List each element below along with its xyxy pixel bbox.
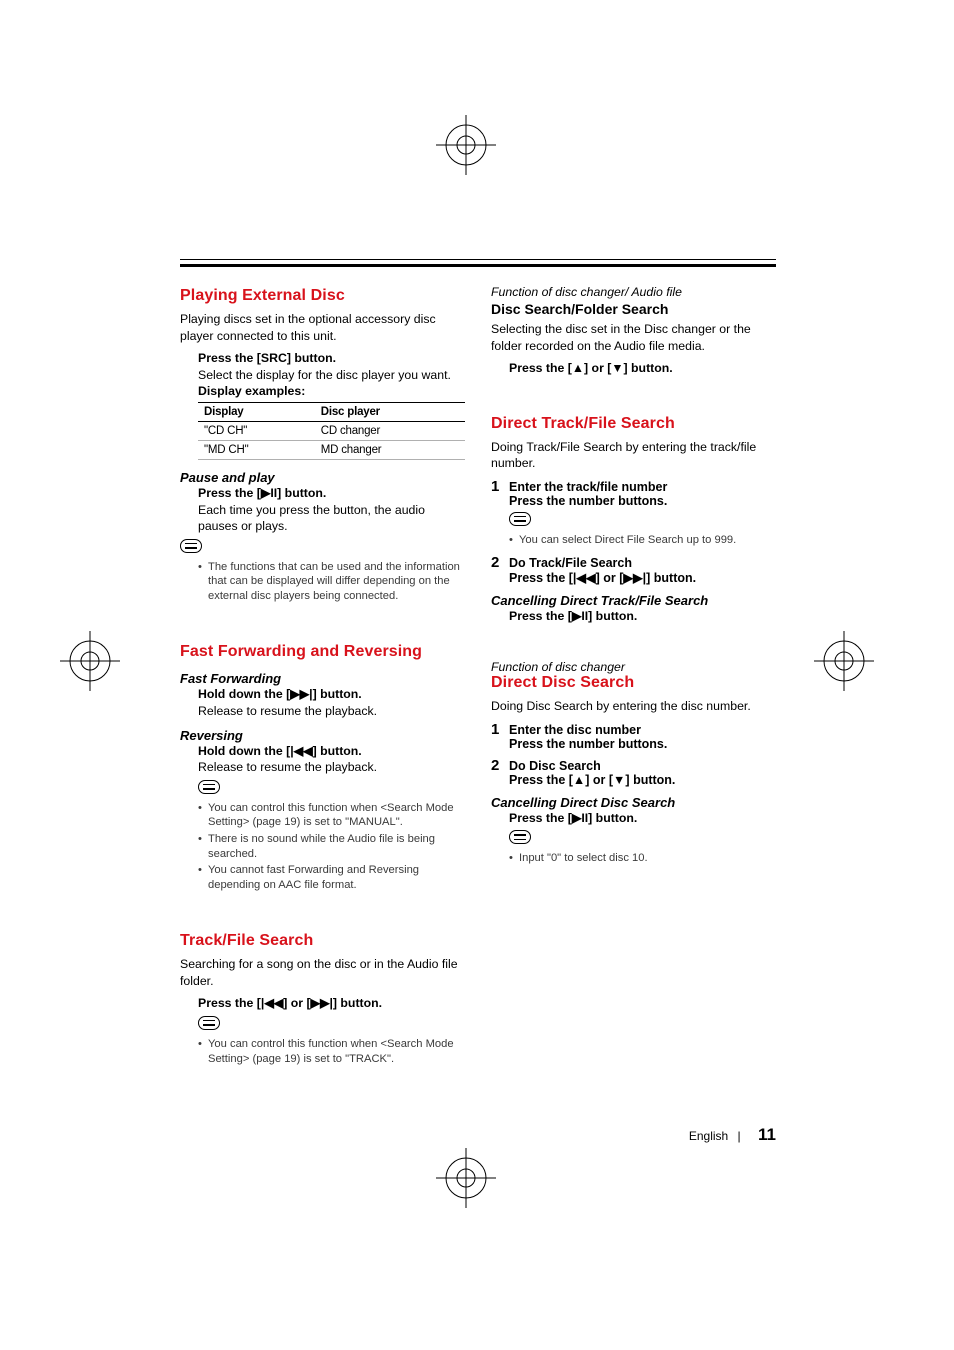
note-item: Input "0" to select disc 10. xyxy=(509,851,776,866)
pause-body: Each time you press the button, the audi… xyxy=(198,502,465,535)
table-row: "CD CH" CD changer xyxy=(198,421,465,440)
intro-text: Doing Track/File Search by entering the … xyxy=(491,439,776,472)
intro-text: Searching for a song on the disc or in t… xyxy=(180,956,465,989)
ff-body: Release to resume the playback. xyxy=(198,703,465,720)
content-columns: Playing External Disc Playing discs set … xyxy=(180,285,776,1068)
note-item: You can select Direct File Search up to … xyxy=(509,533,776,548)
table-header-disc-player: Disc player xyxy=(315,402,465,421)
table-cell: "MD CH" xyxy=(198,440,315,459)
note-list: The functions that can be used and the i… xyxy=(198,560,465,604)
intro-text: Selecting the disc set in the Disc chang… xyxy=(491,321,776,354)
display-examples-table: Display Disc player "CD CH" CD changer "… xyxy=(198,402,465,460)
instruction-press-up-down: Press the [▲] or [▼] button. xyxy=(509,360,776,377)
instruction-hold-rev: Hold down the [|◀◀] button. xyxy=(198,743,465,760)
step-number: 1 xyxy=(491,478,499,495)
subsection-title-disc-folder-search: Disc Search/Folder Search xyxy=(491,301,776,317)
table-cell: MD changer xyxy=(315,440,465,459)
instruction-press-play-pause: Press the [▶II] button. xyxy=(509,810,776,827)
instruction-press-play-pause: Press the [▶II] button. xyxy=(509,608,776,625)
footer-page-number: 11 xyxy=(758,1125,776,1144)
note-list: Input "0" to select disc 10. xyxy=(509,851,776,866)
note-item: There is no sound while the Audio file i… xyxy=(198,832,465,861)
step-item: 1 Enter the track/file number Press the … xyxy=(491,480,776,548)
step-body: Press the [|◀◀] or [▶▶|] button. xyxy=(509,570,776,585)
registration-mark-left xyxy=(60,631,120,691)
step-title: Enter the disc number xyxy=(509,723,776,737)
intro-text: Doing Disc Search by entering the disc n… xyxy=(491,698,776,715)
header-rule-thick xyxy=(180,264,776,267)
note-item: You can control this function when <Sear… xyxy=(198,801,465,830)
manual-page: Playing External Disc Playing discs set … xyxy=(0,0,954,1350)
subhead-pause-and-play: Pause and play xyxy=(180,470,465,485)
instruction-hold-ff: Hold down the [▶▶|] button. xyxy=(198,686,465,703)
subhead-fast-forwarding: Fast Forwarding xyxy=(180,671,465,686)
cancel-heading: Cancelling Direct Track/File Search xyxy=(491,593,776,608)
note-icon xyxy=(509,830,531,844)
section-title-fast-forwarding: Fast Forwarding and Reversing xyxy=(180,643,465,661)
step-number: 2 xyxy=(491,554,499,571)
table-cell: CD changer xyxy=(315,421,465,440)
footer-separator: | xyxy=(738,1129,741,1143)
note-list: You can control this function when <Sear… xyxy=(198,1037,465,1066)
table-cell: "CD CH" xyxy=(198,421,315,440)
note-icon xyxy=(509,512,531,526)
note-icon xyxy=(198,1016,220,1030)
step-body: Press the number buttons. xyxy=(509,494,776,508)
registration-mark-right xyxy=(814,631,874,691)
function-note: Function of disc changer xyxy=(491,660,776,674)
instruction-select-display: Select the display for the disc player y… xyxy=(198,367,465,384)
step-title: Do Track/File Search xyxy=(509,556,776,570)
right-column: Function of disc changer/ Audio file Dis… xyxy=(491,285,776,1068)
note-item: The functions that can be used and the i… xyxy=(198,560,465,604)
step-item: 2 Do Track/File Search Press the [|◀◀] o… xyxy=(491,556,776,585)
table-row: "MD CH" MD changer xyxy=(198,440,465,459)
registration-mark-top xyxy=(436,115,496,175)
footer-language: English xyxy=(689,1129,728,1143)
instruction-press-prev-next: Press the [|◀◀] or [▶▶|] button. xyxy=(198,995,465,1012)
left-column: Playing External Disc Playing discs set … xyxy=(180,285,465,1068)
section-title-track-file-search: Track/File Search xyxy=(180,932,465,950)
subhead-reversing: Reversing xyxy=(180,728,465,743)
step-body: Press the [▲] or [▼] button. xyxy=(509,773,776,787)
step-number: 2 xyxy=(491,757,499,774)
intro-text: Playing discs set in the optional access… xyxy=(180,311,465,344)
header-rule-thin xyxy=(180,259,776,260)
cancel-heading: Cancelling Direct Disc Search xyxy=(491,795,776,810)
note-list: You can control this function when <Sear… xyxy=(198,801,465,892)
note-list: You can select Direct File Search up to … xyxy=(509,533,776,548)
step-item: 2 Do Disc Search Press the [▲] or [▼] bu… xyxy=(491,759,776,787)
instruction-press-src: Press the [SRC] button. xyxy=(198,350,465,367)
note-icon xyxy=(180,539,202,553)
step-title: Do Disc Search xyxy=(509,759,776,773)
table-header-display: Display xyxy=(198,402,315,421)
step-number: 1 xyxy=(491,721,499,738)
step-title: Enter the track/file number xyxy=(509,480,776,494)
page-footer: English | 11 xyxy=(689,1125,776,1145)
step-body: Press the number buttons. xyxy=(509,737,776,751)
steps-list: 1 Enter the disc number Press the number… xyxy=(491,723,776,787)
section-title-playing-external-disc: Playing External Disc xyxy=(180,287,465,305)
label-display-examples: Display examples: xyxy=(198,383,465,400)
registration-mark-bottom xyxy=(436,1148,496,1208)
note-item: You can control this function when <Sear… xyxy=(198,1037,465,1066)
rev-body: Release to resume the playback. xyxy=(198,759,465,776)
note-item: You cannot fast Forwarding and Reversing… xyxy=(198,863,465,892)
table-row: Display Disc player xyxy=(198,402,465,421)
steps-list: 1 Enter the track/file number Press the … xyxy=(491,480,776,585)
display-examples-table-wrap: Display Disc player "CD CH" CD changer "… xyxy=(198,402,465,460)
function-note: Function of disc changer/ Audio file xyxy=(491,285,776,299)
note-icon xyxy=(198,780,220,794)
section-title-direct-track-file-search: Direct Track/File Search xyxy=(491,415,776,433)
step-item: 1 Enter the disc number Press the number… xyxy=(491,723,776,751)
instruction-press-play-pause: Press the [▶II] button. xyxy=(198,485,465,502)
section-title-direct-disc-search: Direct Disc Search xyxy=(491,674,776,692)
